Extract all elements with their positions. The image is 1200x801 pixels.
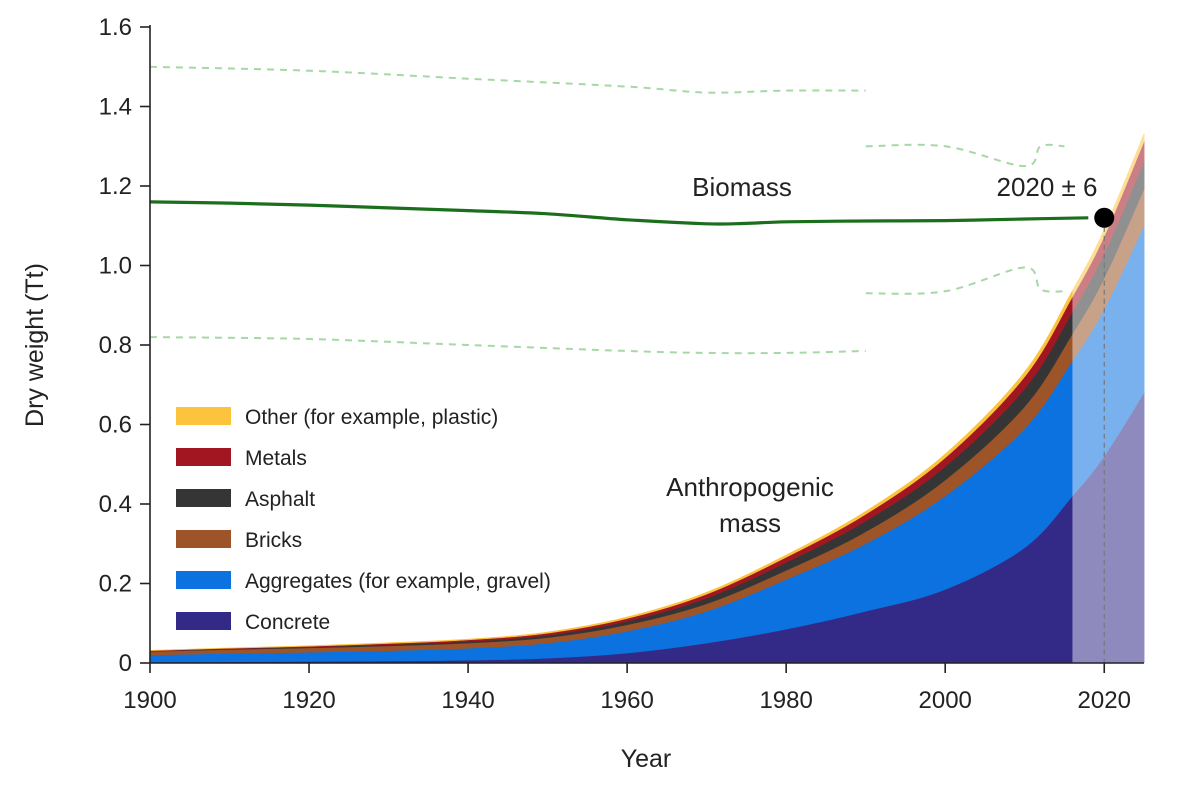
crossover-annotation: 2020 ± 6 xyxy=(996,172,1097,202)
y-tick-label: 1.4 xyxy=(99,94,132,121)
crossover-marker xyxy=(1094,207,1115,228)
biomass-uncertainty-bounds xyxy=(149,65,1065,355)
biomass-line xyxy=(149,200,1089,226)
legend-swatch xyxy=(176,530,231,548)
legend-label: Asphalt xyxy=(245,488,315,511)
y-tick-label: 0.8 xyxy=(99,332,132,359)
y-tick-label: 1.6 xyxy=(99,14,132,41)
area-other-for-example-plastic xyxy=(149,133,1145,651)
y-tick-label: 0.4 xyxy=(99,491,132,518)
legend-swatch xyxy=(176,448,231,466)
y-tick-label: 0.2 xyxy=(99,571,132,598)
y-tick-label: 1.0 xyxy=(99,253,132,280)
legend-item: Metals xyxy=(176,447,307,470)
x-tick-label: 2000 xyxy=(919,687,972,714)
x-axis-title: Year xyxy=(621,745,672,773)
y-axis-title: Dry weight (Tt) xyxy=(21,263,49,427)
legend-item: Asphalt xyxy=(176,488,315,511)
projection-overlay xyxy=(1072,27,1144,663)
legend-item: Aggregates (for example, gravel) xyxy=(176,570,551,593)
legend-item: Other (for example, plastic) xyxy=(176,406,498,429)
legend-item: Bricks xyxy=(176,529,302,552)
biomass-upper-bound-segment xyxy=(865,143,1065,168)
x-tick-label: 2020 xyxy=(1078,687,1131,714)
biomass-lower-bound-segment xyxy=(865,266,1065,295)
y-tick-label: 0.6 xyxy=(99,412,132,439)
legend-swatch xyxy=(176,571,231,589)
legend-item: Concrete xyxy=(176,611,330,634)
y-tick-label: 0 xyxy=(119,650,132,677)
legend-label: Bricks xyxy=(245,529,302,552)
x-tick-label: 1900 xyxy=(123,687,176,714)
legend-label: Aggregates (for example, gravel) xyxy=(245,570,551,593)
y-tick-label: 1.2 xyxy=(99,173,132,200)
legend-label: Concrete xyxy=(245,611,330,634)
legend: Other (for example, plastic) Metals Asphal… xyxy=(176,406,551,634)
legend-label: Other (for example, plastic) xyxy=(245,406,498,429)
x-tick-label: 1960 xyxy=(600,687,653,714)
x-tick-label: 1980 xyxy=(759,687,812,714)
legend-label: Metals xyxy=(245,447,307,470)
legend-swatch xyxy=(176,612,231,630)
x-tick-label: 1920 xyxy=(282,687,335,714)
x-tick-label: 1940 xyxy=(441,687,494,714)
anthropogenic-annotation-line2: mass xyxy=(719,508,781,538)
anthropogenic-annotation-line1: Anthropogenic xyxy=(666,472,834,502)
axes: 0 0.2 0.4 0.6 0.8 1.0 1.2 1.4 1.6 1900 1920 1940 196… xyxy=(99,14,1144,714)
legend-swatch xyxy=(176,489,231,507)
legend-swatch xyxy=(176,407,231,425)
biomass-lower-bound-segment xyxy=(149,336,866,355)
biomass-upper-bound-segment xyxy=(149,65,866,94)
biomass-annotation: Biomass xyxy=(692,172,792,202)
